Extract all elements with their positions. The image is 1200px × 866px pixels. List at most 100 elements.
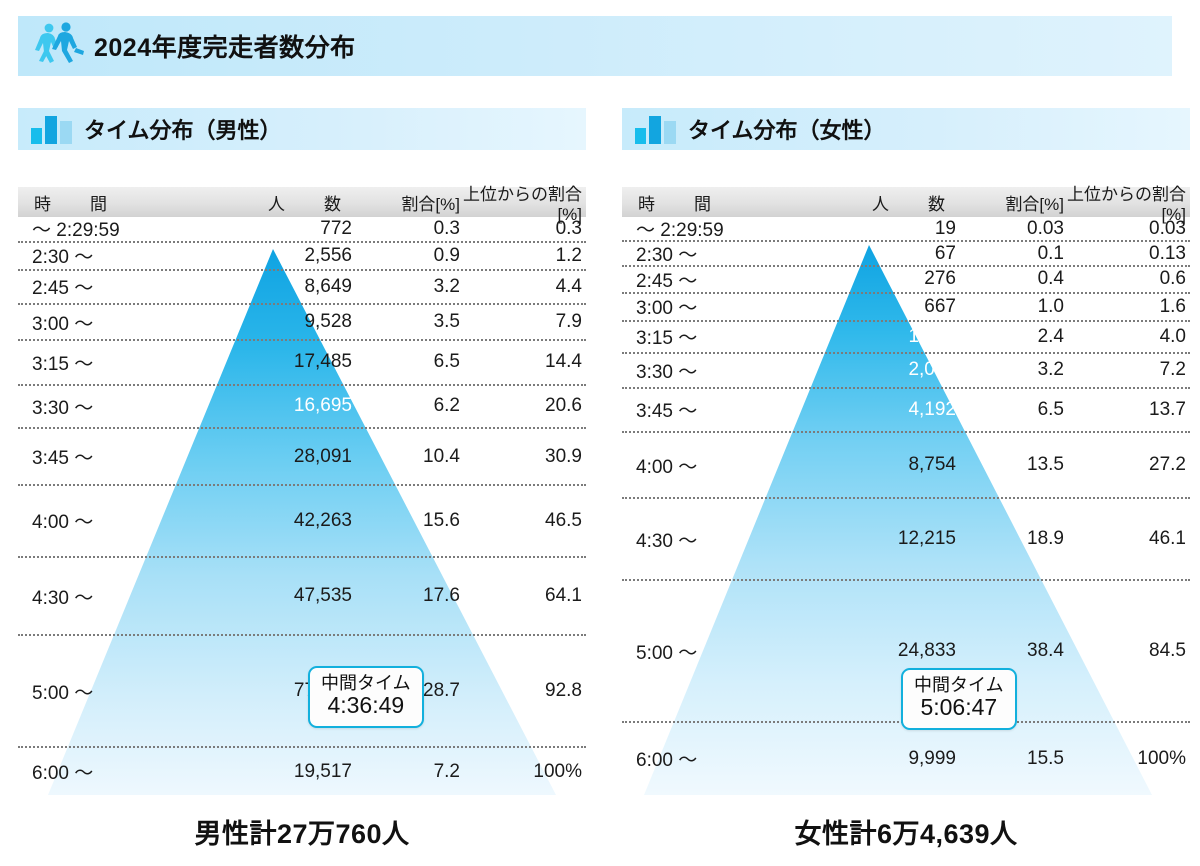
cell-time: 3:15 ～: [32, 353, 94, 375]
median-value: 5:06:47: [920, 694, 998, 721]
table-row: 3:45 ～ 4,192 6.5 13.7: [622, 389, 1190, 434]
column-male: タイム分布（男性） 時 間 人 数 割合[%] 上位からの割合[%] ～ 2: [18, 108, 586, 795]
cell-time: 4:00 ～: [32, 512, 94, 534]
cell-time: 6:00 ～: [32, 763, 94, 785]
cell-cum: 46.1: [1149, 528, 1186, 550]
cell-time: 3:15 ～: [636, 328, 698, 350]
cell-count: 24,833: [897, 640, 956, 662]
cell-count: 2,556: [304, 244, 352, 266]
cell-pct: 6.5: [433, 351, 460, 373]
cell-cum: 0.13: [1149, 242, 1186, 264]
cell-count: 42,263: [293, 509, 352, 531]
cell-pct: 0.4: [1037, 268, 1064, 290]
cell-pct: 0.03: [1027, 217, 1064, 239]
cell-pct: 15.5: [1027, 747, 1064, 769]
cell-time: 4:30 ～: [636, 530, 698, 552]
cell-cum: 7.9: [555, 311, 582, 333]
cell-time: 2:30 ～: [32, 247, 94, 269]
cell-count: 667: [924, 295, 956, 317]
cell-time: 2:45 ～: [636, 270, 698, 292]
cell-pct: 0.3: [433, 217, 460, 239]
col-header-pct: 割合[%]: [401, 194, 460, 214]
cell-cum: 92.8: [545, 680, 582, 702]
cell-time: 3:30 ～: [32, 397, 94, 419]
cell-pct: 2.4: [1037, 325, 1064, 347]
cell-cum: 13.7: [1149, 398, 1186, 420]
cell-count: 4,192: [908, 398, 956, 420]
table-row: 3:30 ～ 16,695 6.2 20.6: [18, 386, 586, 430]
column-female: タイム分布（女性） 時 間 人 数 割合[%] 上位からの割合[%] ～ 2: [622, 108, 1190, 795]
cell-cum: 14.4: [545, 351, 582, 373]
col-header-cum: 上位からの割合[%]: [1067, 184, 1186, 224]
table-row: 3:00 ～ 9,528 3.5 7.9: [18, 305, 586, 341]
total-female: 女性計6万4,639人: [794, 819, 1018, 849]
table-row: 3:00 ～ 667 1.0 1.6: [622, 294, 1190, 322]
cell-count: 2,092: [908, 359, 956, 381]
cell-count: 8,649: [304, 275, 352, 297]
cell-count: 67: [934, 242, 956, 264]
cell-time: 4:00 ～: [636, 456, 698, 478]
table-row: 3:45 ～ 28,091 10.4 30.9: [18, 429, 586, 486]
table-row: 4:00 ～ 8,754 13.5 27.2: [622, 433, 1190, 500]
table-row: 4:00 ～ 42,263 15.6 46.5: [18, 486, 586, 559]
cell-cum: 46.5: [545, 509, 582, 531]
cell-time: 3:30 ～: [636, 361, 698, 383]
cell-pct: 13.5: [1027, 454, 1064, 476]
cell-pct: 3.2: [1037, 359, 1064, 381]
median-value: 4:36:49: [327, 692, 405, 719]
bar-chart-icon: [30, 114, 74, 144]
cell-pct: 0.9: [433, 244, 460, 266]
total-male: 男性計27万760人: [194, 819, 410, 849]
cell-time: 2:45 ～: [32, 278, 94, 300]
table-male: 時 間 人 数 割合[%] 上位からの割合[%] ～ 2:29:59 772 0.3…: [18, 185, 586, 795]
cell-cum: 4.4: [555, 275, 582, 297]
cell-time: ～ 2:29:59: [636, 220, 724, 242]
cell-count: 772: [320, 217, 352, 239]
col-header-count: 人 数: [872, 194, 956, 214]
cell-pct: 18.9: [1027, 528, 1064, 550]
cell-time: 3:45 ～: [636, 401, 698, 423]
page-banner: 2024年度完走者数分布: [18, 16, 1172, 76]
cell-count: 276: [924, 268, 956, 290]
table-row: 2:30 ～ 67 0.1 0.13: [622, 242, 1190, 268]
table-header-male: 時 間 人 数 割合[%] 上位からの割合[%]: [18, 185, 586, 224]
cell-cum: 20.6: [545, 395, 582, 417]
median-label: 中間タイム: [321, 673, 411, 693]
table-row: 3:15 ～ 1,525 2.4 4.0: [622, 322, 1190, 354]
cell-count: 28,091: [293, 445, 352, 467]
cell-pct: 0.1: [1037, 242, 1064, 264]
cell-count: 8,754: [908, 454, 956, 476]
col-header-pct: 割合[%]: [1005, 194, 1064, 214]
cell-pct: 1.0: [1037, 295, 1064, 317]
cell-cum: 64.1: [545, 585, 582, 607]
table-row: 4:30 ～ 47,535 17.6 64.1: [18, 558, 586, 637]
median-time-badge-female: 中間タイム 5:06:47: [901, 668, 1017, 730]
cell-cum: 0.03: [1149, 217, 1186, 239]
cell-count: 19: [934, 217, 956, 239]
cell-pct: 7.2: [433, 760, 460, 782]
cell-pct: 3.2: [433, 275, 460, 297]
cell-time: 5:00 ～: [636, 642, 698, 664]
cell-count: 47,535: [293, 585, 352, 607]
cell-cum: 1.2: [555, 244, 582, 266]
table-row: ～ 2:29:59 19 0.03 0.03: [622, 217, 1190, 243]
table-row: 6:00 ～ 9,999 15.5 100%: [622, 723, 1190, 795]
table-row: 5:00 ～77,67228.792.8: [18, 636, 586, 749]
col-header-cum: 上位からの割合[%]: [463, 184, 582, 224]
cell-cum: 0.6: [1159, 268, 1186, 290]
cell-count: 16,695: [293, 395, 352, 417]
median-time-badge-male: 中間タイム 4:36:49: [308, 666, 424, 728]
section-title-female: タイム分布（女性）: [688, 118, 886, 143]
cell-count: 17,485: [293, 351, 352, 373]
section-header-male: タイム分布（男性）: [18, 108, 586, 150]
cell-cum: 30.9: [545, 445, 582, 467]
cell-pct: 3.5: [433, 311, 460, 333]
cell-cum: 100%: [1137, 747, 1186, 769]
cell-cum: 27.2: [1149, 454, 1186, 476]
cell-cum: 100%: [533, 760, 582, 782]
cell-pct: 10.4: [423, 445, 460, 467]
cell-count: 9,528: [304, 311, 352, 333]
table-row: 4:30 ～ 12,215 18.9 46.1: [622, 499, 1190, 582]
col-header-time: 時 間: [34, 194, 118, 214]
table-row: 2:30 ～ 2,556 0.9 1.2: [18, 243, 586, 271]
